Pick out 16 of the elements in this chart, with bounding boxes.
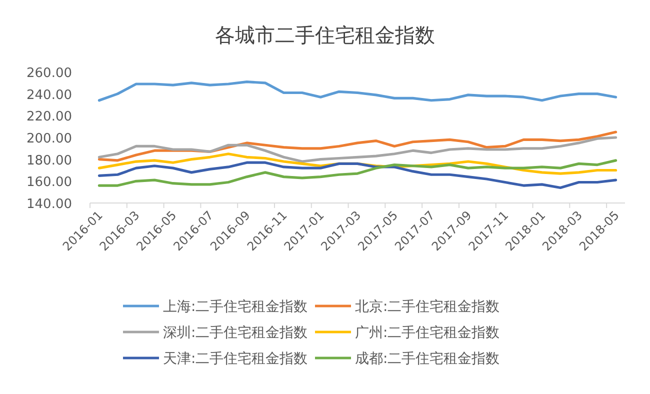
legend-label: 天津:二手住宅租金指数	[163, 351, 308, 367]
y-tick-label: 200.00	[26, 132, 72, 146]
legend-label: 成都:二手住宅租金指数	[355, 351, 500, 367]
y-tick-label: 240.00	[26, 88, 72, 103]
y-tick-label: 140.00	[26, 197, 72, 212]
legend-label: 上海:二手住宅租金指数	[163, 299, 308, 315]
y-tick-label: 160.00	[26, 175, 72, 190]
line-series	[98, 80, 618, 102]
chart-title: 各城市二手住宅租金指数	[215, 23, 435, 47]
y-tick-label: 220.00	[26, 110, 72, 125]
legend-label: 北京:二手住宅租金指数	[355, 299, 500, 315]
line-series	[98, 136, 618, 163]
legend-label: 深圳:二手住宅租金指数	[163, 325, 308, 341]
legend-label: 广州:二手住宅租金指数	[355, 325, 500, 341]
y-tick-label: 260.00	[26, 66, 72, 81]
y-tick-label: 180.00	[26, 153, 72, 168]
